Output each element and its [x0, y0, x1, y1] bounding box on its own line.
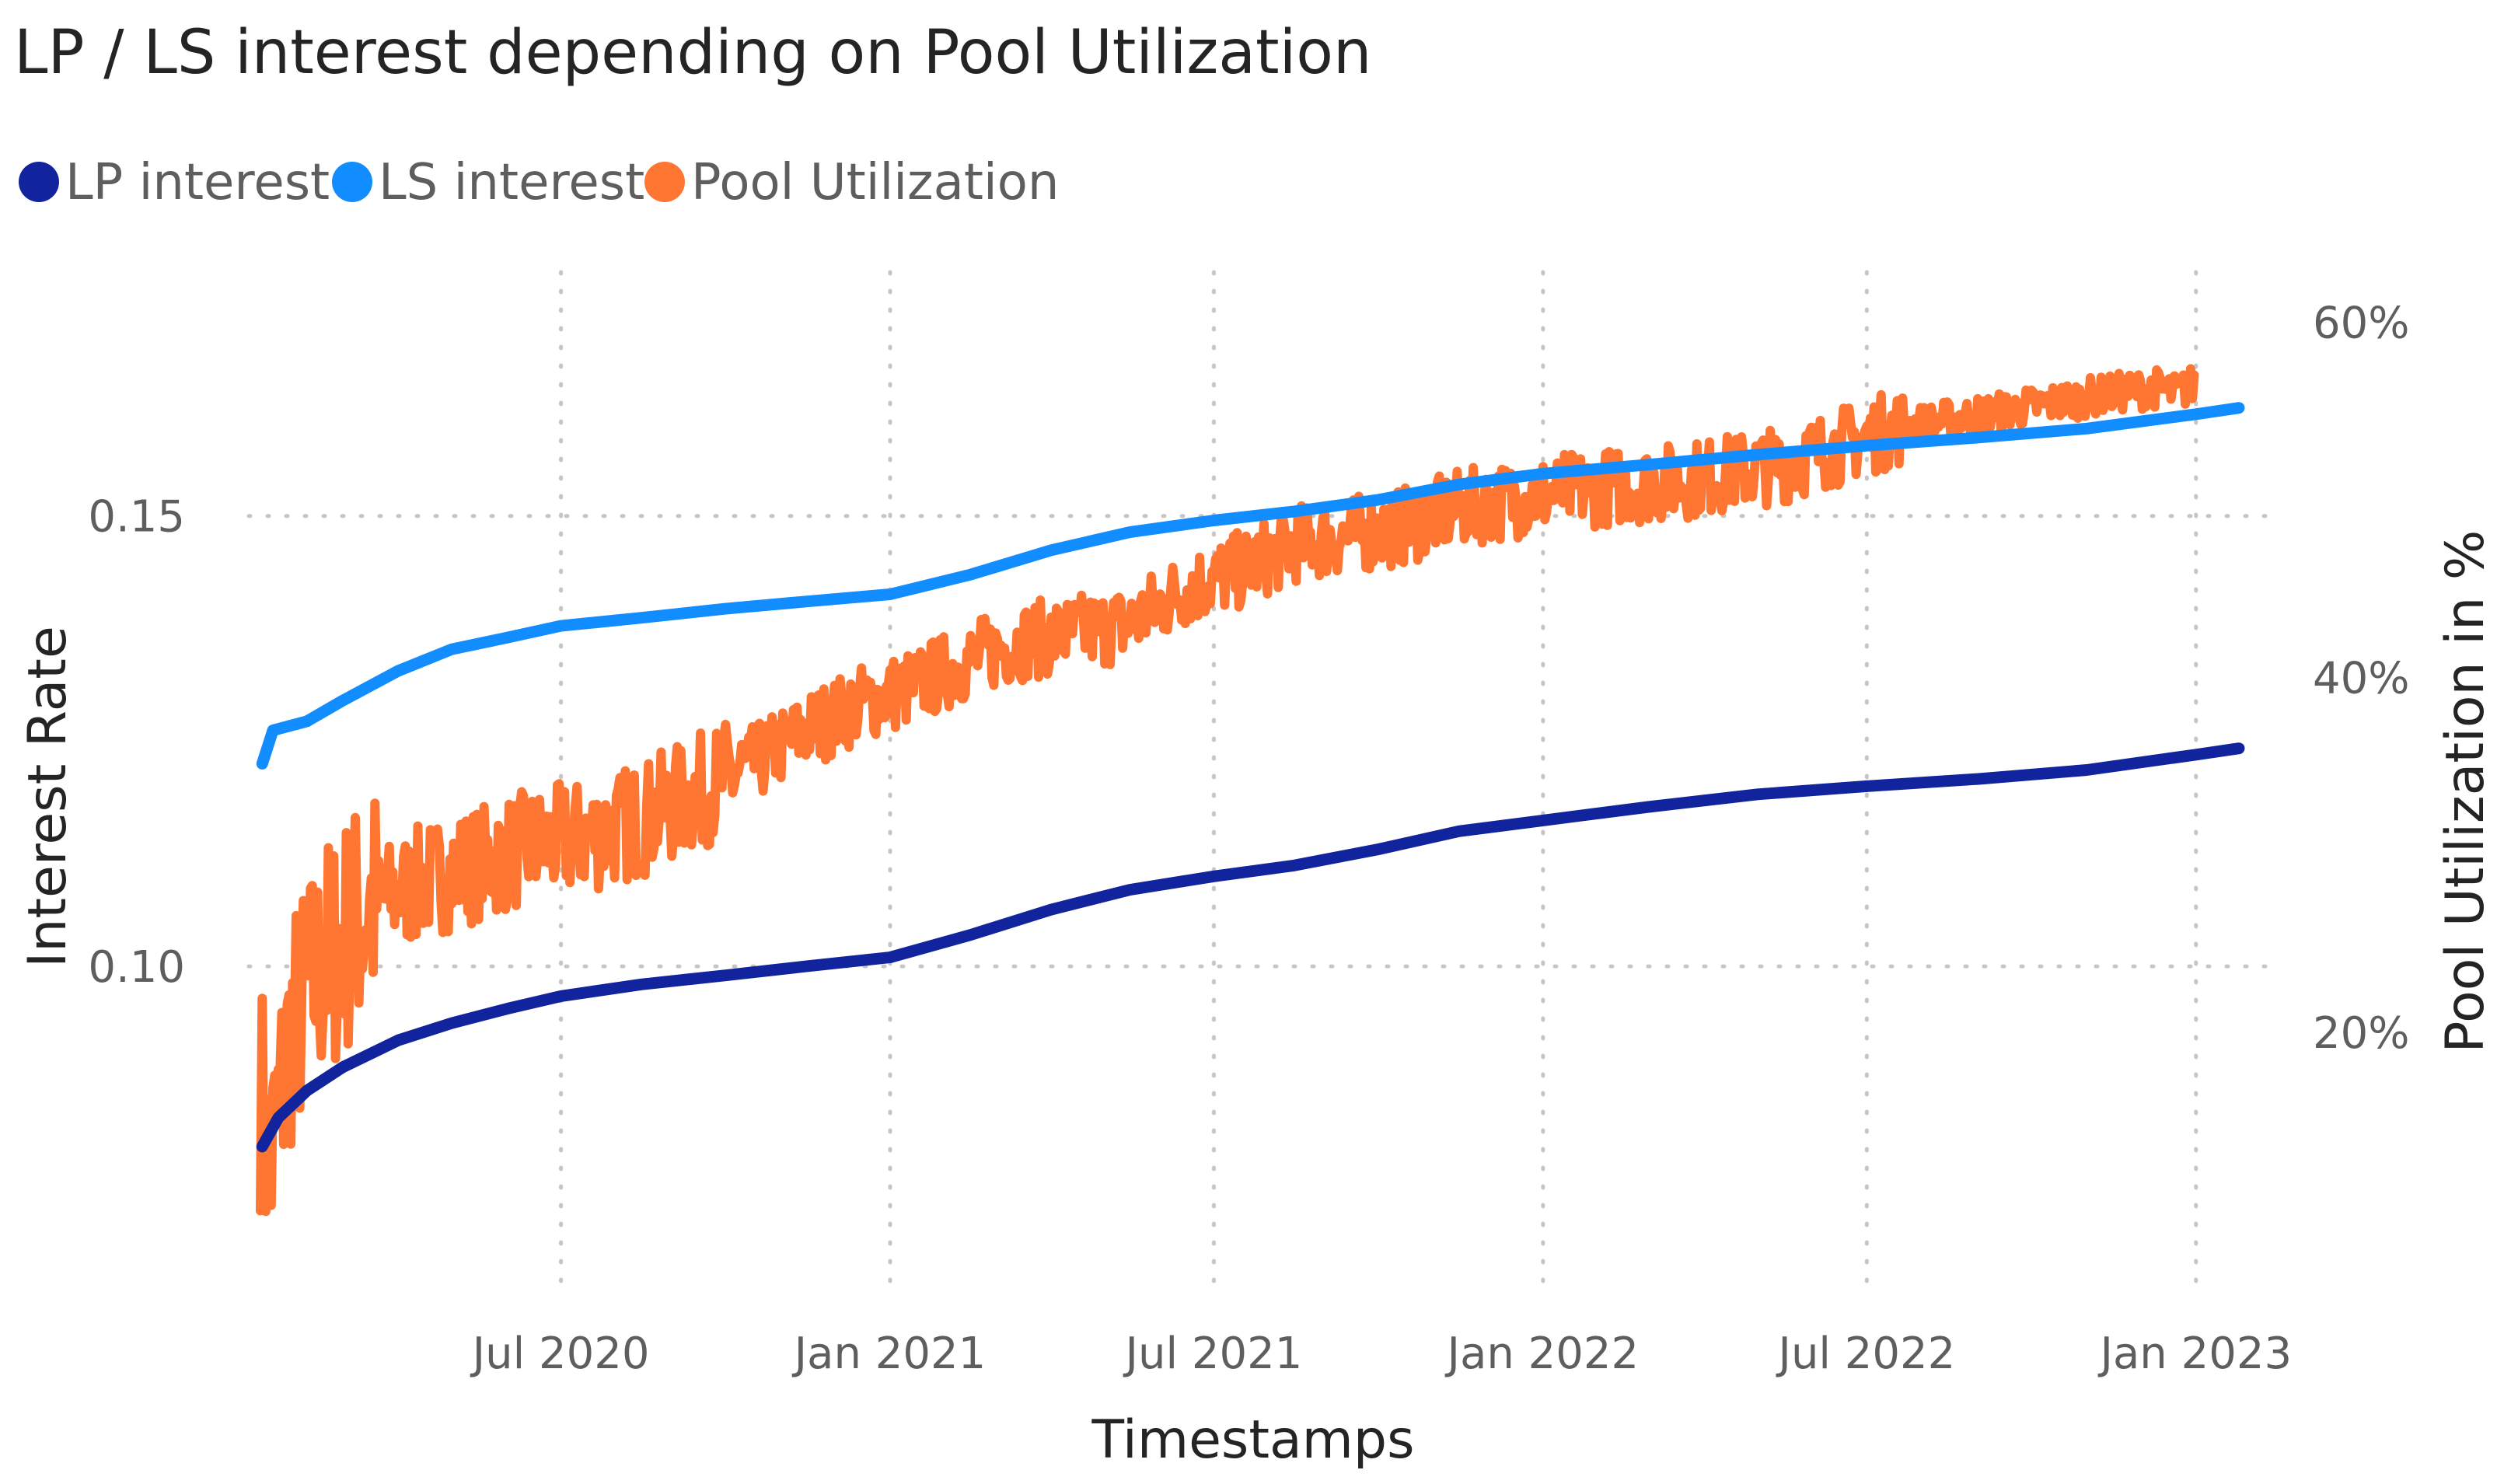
legend-marker-lp-interest: [19, 162, 59, 202]
chart-legend: LP interest LS interest Pool Utilization: [19, 154, 1059, 211]
series-line-pool-utilization[interactable]: [256, 364, 2199, 1217]
y-left-tick-label: 0.10: [88, 942, 185, 993]
series-line-lp-interest[interactable]: [256, 742, 2245, 1153]
x-tick-label: Jan 2022: [1445, 1329, 1640, 1379]
y-right-tick-label: 60%: [2313, 299, 2409, 349]
y-right-tick-label: 20%: [2313, 1008, 2409, 1059]
legend-item-lp-interest[interactable]: LP interest: [19, 154, 330, 211]
y-axis-left: 0.10 0.15: [88, 492, 185, 993]
x-axis: Jul 2020 Jan 2021 Jul 2021 Jan 2022 Jul 2022…: [470, 1329, 2292, 1379]
x-tick-label: Jan 2021: [792, 1329, 987, 1379]
legend-label-lp-interest: LP interest: [65, 154, 330, 211]
legend-label-ls-interest: LS interest: [379, 154, 644, 211]
y-right-tick-label: 40%: [2313, 653, 2409, 704]
y-axis-right: 20% 40% 60%: [2313, 299, 2409, 1060]
x-tick-label: Jul 2022: [1776, 1329, 1955, 1379]
legend-marker-ls-interest: [332, 162, 372, 202]
x-tick-label: Jul 2020: [470, 1329, 650, 1379]
x-tick-label: Jan 2023: [2097, 1329, 2292, 1379]
plot-area: [256, 364, 2245, 1217]
chart-title: LP / LS interest depending on Pool Utili…: [14, 18, 1371, 88]
x-axis-title: Timestamps: [1091, 1409, 1414, 1471]
legend-item-ls-interest[interactable]: LS interest: [332, 154, 644, 211]
y-axis-right-title: Pool Utilization in %: [2435, 530, 2496, 1053]
series-line-ls-interest[interactable]: [256, 402, 2245, 770]
legend-marker-pool-utilization: [644, 162, 685, 202]
legend-item-pool-utilization[interactable]: Pool Utilization: [644, 154, 1059, 211]
y-axis-left-title: Interest Rate: [17, 626, 79, 968]
gridlines: [246, 270, 2268, 1293]
y-left-tick-label: 0.15: [88, 492, 185, 543]
x-tick-label: Jul 2021: [1123, 1329, 1303, 1379]
legend-label-pool-utilization: Pool Utilization: [691, 154, 1059, 211]
